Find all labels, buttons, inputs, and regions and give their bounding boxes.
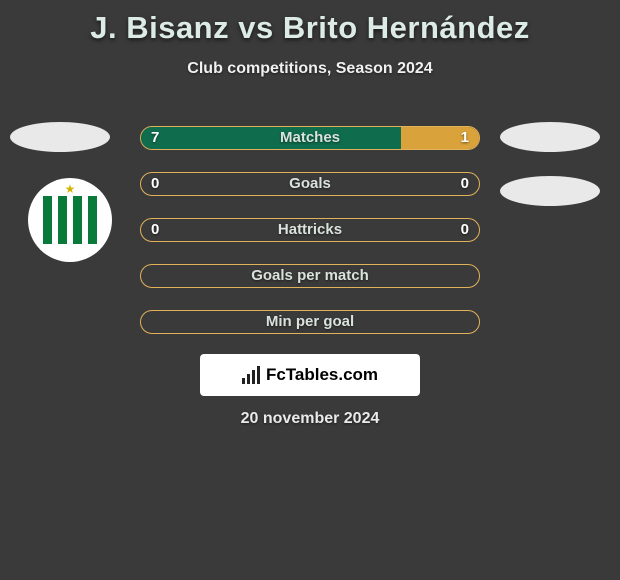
page-title: J. Bisanz vs Brito Hernández xyxy=(0,0,620,46)
bar-chart-icon xyxy=(242,366,260,384)
player-right-avatar-2 xyxy=(500,176,600,206)
stat-row: Goals per match xyxy=(140,264,480,288)
logo-text: FcTables.com xyxy=(266,365,378,385)
stat-value-left: 0 xyxy=(151,219,159,241)
stat-label: Hattricks xyxy=(141,219,479,241)
comparison-bars: Matches71Goals00Hattricks00Goals per mat… xyxy=(140,126,480,356)
footer-date: 20 november 2024 xyxy=(0,410,620,428)
page-subtitle: Club competitions, Season 2024 xyxy=(0,60,620,78)
stat-value-right: 0 xyxy=(461,219,469,241)
stat-value-left: 7 xyxy=(151,127,159,149)
player-left-avatar xyxy=(10,122,110,152)
star-icon: ★ xyxy=(28,182,112,196)
stat-label: Goals xyxy=(141,173,479,195)
fctables-logo: FcTables.com xyxy=(200,354,420,396)
stat-row: Matches7 1 xyxy=(140,126,480,150)
stat-label: Min per goal xyxy=(141,311,479,333)
stat-label: Matches xyxy=(141,127,479,149)
stat-row: Hattricks0 0 xyxy=(140,218,480,242)
stat-value-right: 1 xyxy=(461,127,469,149)
stat-row: Goals0 0 xyxy=(140,172,480,196)
stat-label: Goals per match xyxy=(141,265,479,287)
club-badge-left: ★ xyxy=(28,178,112,262)
player-right-avatar xyxy=(500,122,600,152)
stat-value-left: 0 xyxy=(151,173,159,195)
stat-row: Min per goal xyxy=(140,310,480,334)
stat-value-right: 0 xyxy=(461,173,469,195)
